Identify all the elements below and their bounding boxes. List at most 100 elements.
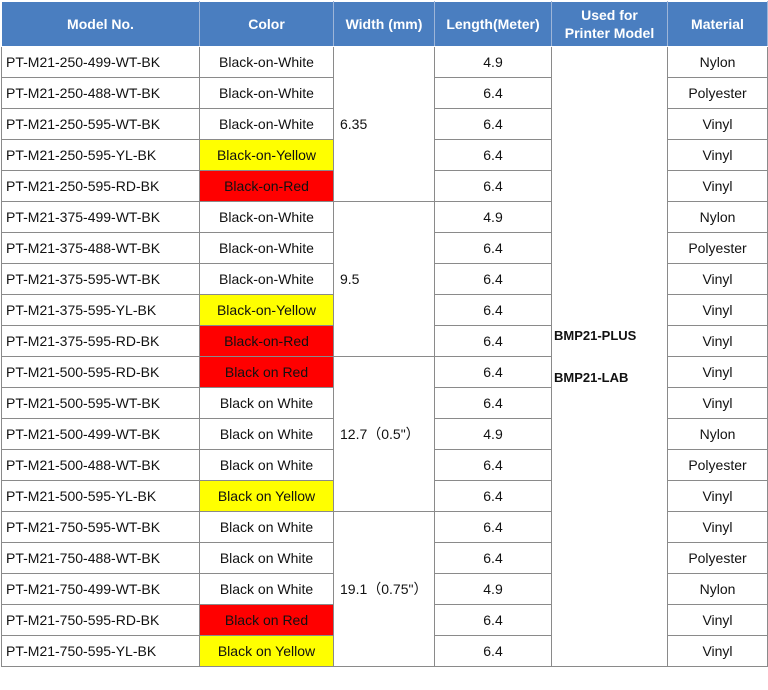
length-cell: 6.4	[434, 170, 552, 202]
material-cell: Nylon	[667, 573, 768, 605]
printer-model-plus: BMP21-PLUS	[554, 327, 637, 343]
length-cell: 6.4	[434, 108, 552, 140]
table-row: PT-M21-250-595-WT-BK Black-on-White 6.4 …	[1, 108, 768, 140]
length-cell: 6.4	[434, 542, 552, 574]
table-row: PT-M21-250-595-RD-BK Black-on-Red 6.4 Vi…	[1, 170, 768, 202]
length-cell: 6.4	[434, 480, 552, 512]
width-cell: 12.7（0.5"）	[333, 356, 435, 512]
header-length: Length(Meter)	[434, 1, 552, 47]
model-cell: PT-M21-375-595-YL-BK	[1, 294, 200, 326]
header-model: Model No.	[1, 1, 200, 47]
table-row: PT-M21-500-595-WT-BK Black on White 6.4 …	[1, 387, 768, 419]
header-printer-line2: Printer Model	[564, 25, 655, 41]
table-row: PT-M21-500-595-RD-BK Black on Red 12.7（0…	[1, 356, 768, 512]
material-cell: Vinyl	[667, 325, 768, 357]
model-cell: PT-M21-750-499-WT-BK	[1, 573, 200, 605]
color-cell: Black-on-White	[199, 201, 334, 233]
color-cell: Black-on-Yellow	[199, 139, 334, 171]
material-cell: Vinyl	[667, 356, 768, 388]
header-width: Width (mm)	[333, 1, 435, 47]
color-cell: Black-on-White	[199, 263, 334, 295]
length-cell: 6.4	[434, 263, 552, 295]
material-cell: Nylon	[667, 201, 768, 233]
model-cell: PT-M21-375-499-WT-BK	[1, 201, 200, 233]
material-cell: Vinyl	[667, 604, 768, 636]
model-cell: PT-M21-500-499-WT-BK	[1, 418, 200, 450]
model-cell: PT-M21-250-499-WT-BK	[1, 46, 200, 78]
model-cell: PT-M21-750-595-RD-BK	[1, 604, 200, 636]
table-row: PT-M21-375-488-WT-BK Black-on-White 6.4 …	[1, 232, 768, 264]
table-row: PT-M21-375-499-WT-BK Black-on-White 9.5 …	[1, 201, 768, 357]
model-cell: PT-M21-250-595-WT-BK	[1, 108, 200, 140]
material-cell: Vinyl	[667, 108, 768, 140]
model-cell: PT-M21-500-595-RD-BK	[1, 356, 200, 388]
length-cell: 6.4	[434, 77, 552, 109]
model-cell: PT-M21-500-488-WT-BK	[1, 449, 200, 481]
header-material: Material	[667, 1, 768, 47]
color-cell: Black on Red	[199, 604, 334, 636]
header-row: Model No. Color Width (mm) Length(Meter)…	[1, 1, 768, 47]
length-cell: 6.4	[434, 232, 552, 264]
table-row: PT-M21-750-499-WT-BK Black on White 4.9 …	[1, 573, 768, 605]
printer-model-cell: BMP21-PLUS BMP21-LAB	[551, 46, 668, 667]
material-cell: Vinyl	[667, 263, 768, 295]
color-cell: Black on Yellow	[199, 635, 334, 667]
material-cell: Polyester	[667, 232, 768, 264]
color-cell: Black-on-White	[199, 77, 334, 109]
color-cell: Black on Red	[199, 356, 334, 388]
material-cell: Nylon	[667, 46, 768, 78]
table-row: PT-M21-500-488-WT-BK Black on White 6.4 …	[1, 449, 768, 481]
table-row: PT-M21-250-488-WT-BK Black-on-White 6.4 …	[1, 77, 768, 109]
color-cell: Black on White	[199, 573, 334, 605]
material-cell: Vinyl	[667, 511, 768, 543]
color-cell: Black on White	[199, 387, 334, 419]
header-printer-model: Used for Printer Model	[551, 1, 668, 47]
width-cell: 6.35	[333, 46, 435, 202]
table-row: PT-M21-375-595-RD-BK Black-on-Red 6.4 Vi…	[1, 325, 768, 357]
length-cell: 6.4	[434, 511, 552, 543]
length-cell: 4.9	[434, 46, 552, 78]
table-row: PT-M21-750-595-YL-BK Black on Yellow 6.4…	[1, 635, 768, 667]
length-cell: 6.4	[434, 604, 552, 636]
model-cell: PT-M21-500-595-WT-BK	[1, 387, 200, 419]
table-row: PT-M21-500-595-YL-BK Black on Yellow 6.4…	[1, 480, 768, 512]
color-cell: Black-on-White	[199, 108, 334, 140]
material-cell: Vinyl	[667, 387, 768, 419]
header-printer-line1: Used for	[581, 7, 638, 23]
length-cell: 6.4	[434, 449, 552, 481]
material-cell: Polyester	[667, 449, 768, 481]
material-cell: Vinyl	[667, 635, 768, 667]
spec-table: Model No. Color Width (mm) Length(Meter)…	[1, 1, 768, 667]
model-cell: PT-M21-750-595-YL-BK	[1, 635, 200, 667]
length-cell: 4.9	[434, 201, 552, 233]
color-cell: Black-on-White	[199, 46, 334, 78]
length-cell: 6.4	[434, 294, 552, 326]
model-cell: PT-M21-750-595-WT-BK	[1, 511, 200, 543]
table-row: PT-M21-750-595-WT-BK Black on White 19.1…	[1, 511, 768, 667]
material-cell: Vinyl	[667, 139, 768, 171]
color-cell: Black-on-Red	[199, 170, 334, 202]
material-cell: Polyester	[667, 77, 768, 109]
table-row: PT-M21-500-499-WT-BK Black on White 4.9 …	[1, 418, 768, 450]
color-cell: Black on White	[199, 542, 334, 574]
table-row: PT-M21-750-488-WT-BK Black on White 6.4 …	[1, 542, 768, 574]
material-cell: Polyester	[667, 542, 768, 574]
color-cell: Black on Yellow	[199, 480, 334, 512]
material-cell: Vinyl	[667, 294, 768, 326]
model-cell: PT-M21-250-595-RD-BK	[1, 170, 200, 202]
color-cell: Black on White	[199, 449, 334, 481]
color-cell: Black on White	[199, 511, 334, 543]
color-cell: Black on White	[199, 418, 334, 450]
length-cell: 6.4	[434, 387, 552, 419]
color-cell: Black-on-White	[199, 232, 334, 264]
length-cell: 6.4	[434, 325, 552, 357]
table-row: PT-M21-250-595-YL-BK Black-on-Yellow 6.4…	[1, 139, 768, 171]
length-cell: 6.4	[434, 139, 552, 171]
model-cell: PT-M21-375-595-RD-BK	[1, 325, 200, 357]
width-cell: 9.5	[333, 201, 435, 357]
width-cell: 19.1（0.75"）	[333, 511, 435, 667]
table-row: PT-M21-250-499-WT-BK Black-on-White 6.35…	[1, 46, 768, 667]
length-cell: 6.4	[434, 635, 552, 667]
model-cell: PT-M21-750-488-WT-BK	[1, 542, 200, 574]
table-row: PT-M21-750-595-RD-BK Black on Red 6.4 Vi…	[1, 604, 768, 636]
